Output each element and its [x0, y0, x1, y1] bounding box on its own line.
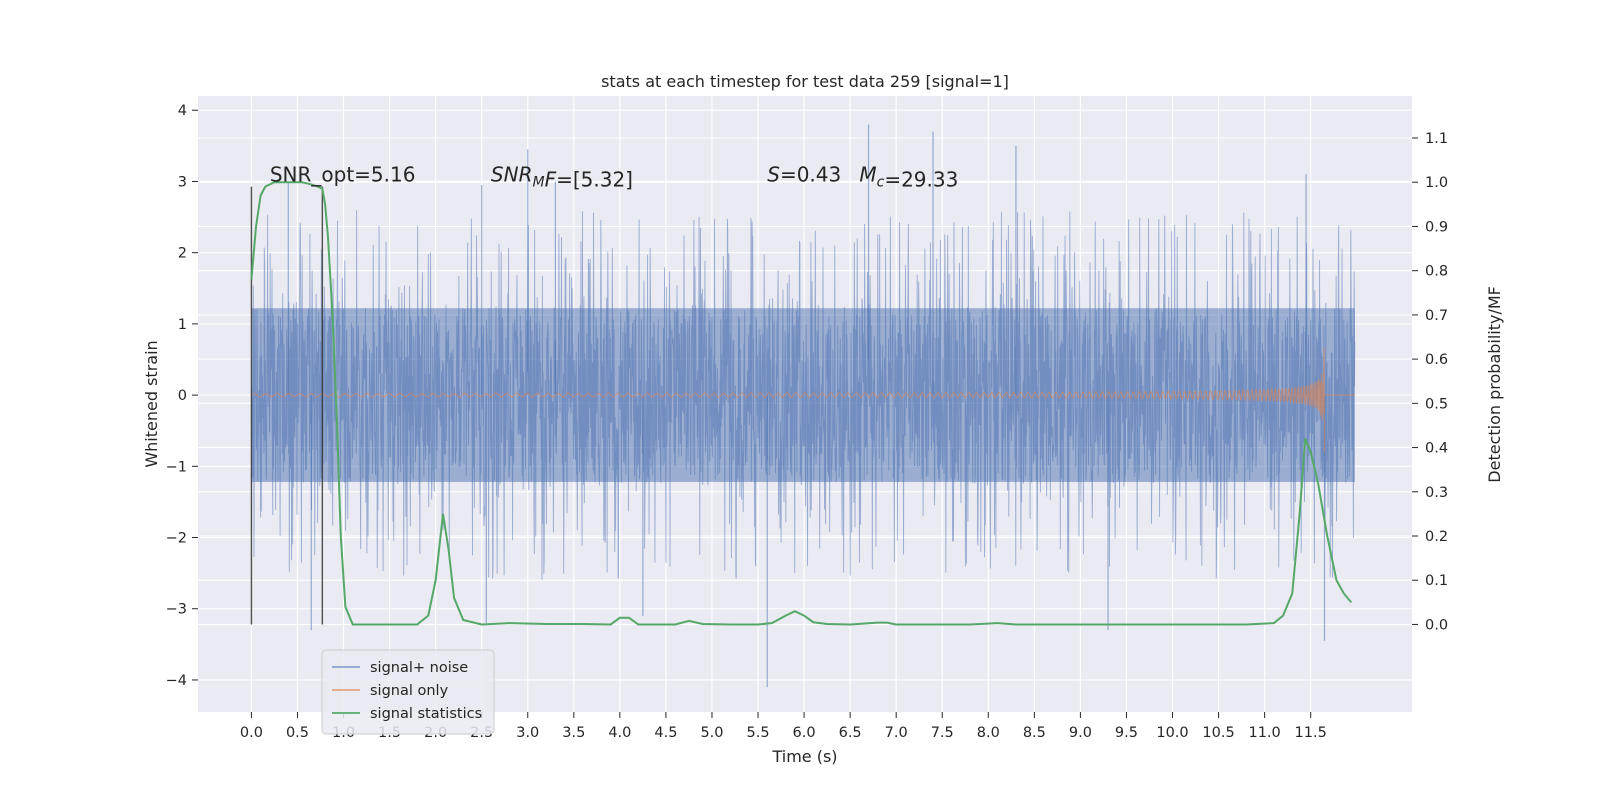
x-tick-label: 7.0	[885, 725, 908, 741]
y-right-tick-label: 0.9	[1425, 219, 1448, 235]
y-tick-label: 2	[178, 246, 187, 262]
x-tick-label: 10.0	[1156, 725, 1188, 741]
annotation: S=0.43	[767, 162, 841, 186]
y-right-tick-label: 0.1	[1425, 573, 1448, 589]
y-right-tick-label: 0.7	[1425, 308, 1448, 324]
x-tick-label: 11.0	[1248, 725, 1280, 741]
x-tick-label: 5.5	[746, 725, 769, 741]
annotation-part: F	[545, 167, 557, 191]
y-right-tick-label: 0.2	[1425, 529, 1448, 545]
x-tick-label: 7.5	[931, 725, 954, 741]
x-tick-label: 9.0	[1069, 725, 1092, 741]
x-tick-label: 3.5	[562, 725, 585, 741]
x-tick-label: 4.0	[608, 725, 631, 741]
y-right-tick-label: 0.5	[1425, 396, 1448, 412]
y-right-tick-label: 0.8	[1425, 264, 1448, 280]
signal-trace	[251, 347, 1326, 453]
legend-box	[321, 649, 495, 735]
y-axis-label: Whitened strain	[142, 340, 161, 467]
y-right-tick-label: 1.0	[1425, 175, 1448, 191]
y-tick-label: 1	[178, 317, 187, 333]
y-right-tick-label: 0.4	[1425, 441, 1448, 457]
y-tick-label: −1	[166, 459, 187, 475]
x-tick-label: 8.0	[977, 725, 1000, 741]
annotation-part: S	[767, 162, 780, 186]
legend: signal+ noise signal only signal statistic…	[321, 649, 495, 735]
series-signal-statistics	[250, 181, 1352, 626]
annotation: Mc=29.33	[859, 162, 958, 191]
annotation: SNR_opt=5.16	[270, 162, 416, 186]
y-tick-label: −4	[166, 673, 187, 689]
x-tick-label: 4.5	[654, 725, 677, 741]
x-tick-label: 3.0	[516, 725, 539, 741]
x-tick-label: 11.5	[1295, 725, 1327, 741]
legend-label: signal statistics	[370, 706, 482, 722]
x-tick-label: 6.5	[839, 725, 862, 741]
y-right-tick-label: 1.1	[1425, 131, 1448, 147]
annotation-part: SNR_opt=5.16	[270, 162, 416, 186]
chart-title: stats at each timestep for test data 259…	[601, 72, 1009, 91]
annotation-part: =29.33	[884, 167, 958, 191]
y-axis-label-right: Detection probability/MF	[1485, 286, 1504, 483]
x-tick-label: 6.0	[793, 725, 816, 741]
x-axis-label: Time (s)	[771, 747, 837, 766]
y-tick-label: 4	[178, 103, 187, 119]
x-tick-label: 10.5	[1202, 725, 1234, 741]
x-tick-label: 5.0	[700, 725, 723, 741]
stats-line	[250, 181, 1352, 626]
legend-label: signal+ noise	[370, 660, 468, 676]
x-tick-label: 9.5	[1115, 725, 1138, 741]
y-tick-label: −2	[166, 531, 187, 547]
annotation: SNRMF=[5.32]	[491, 162, 633, 191]
y-right-tick-label: 0.0	[1425, 617, 1448, 633]
annotation-part: =[5.32]	[556, 167, 633, 191]
series-signal-only	[251, 347, 1355, 453]
y-tick-label: −3	[166, 602, 187, 618]
vertical-markers	[250, 186, 324, 625]
annotation-part: c	[877, 174, 885, 190]
legend-label: signal only	[370, 683, 449, 699]
x-tick-label: 8.5	[1023, 725, 1046, 741]
x-tick-label: 0.5	[286, 725, 309, 741]
annotations: SNR_opt=5.16 SNRMF=[5.32] S=0.43 Mc=29.33	[270, 162, 958, 191]
annotation-part: M	[859, 162, 876, 186]
y-tick-label: 3	[178, 174, 187, 190]
y-right-tick-label: 0.6	[1425, 352, 1448, 368]
y-right-tick-label: 0.3	[1425, 485, 1448, 501]
annotation-part: M	[532, 174, 544, 190]
annotation-part: SNR	[491, 162, 533, 186]
x-tick-label: 0.0	[240, 725, 263, 741]
annotation-part: =0.43	[780, 162, 841, 186]
y-tick-label: 0	[178, 388, 187, 404]
